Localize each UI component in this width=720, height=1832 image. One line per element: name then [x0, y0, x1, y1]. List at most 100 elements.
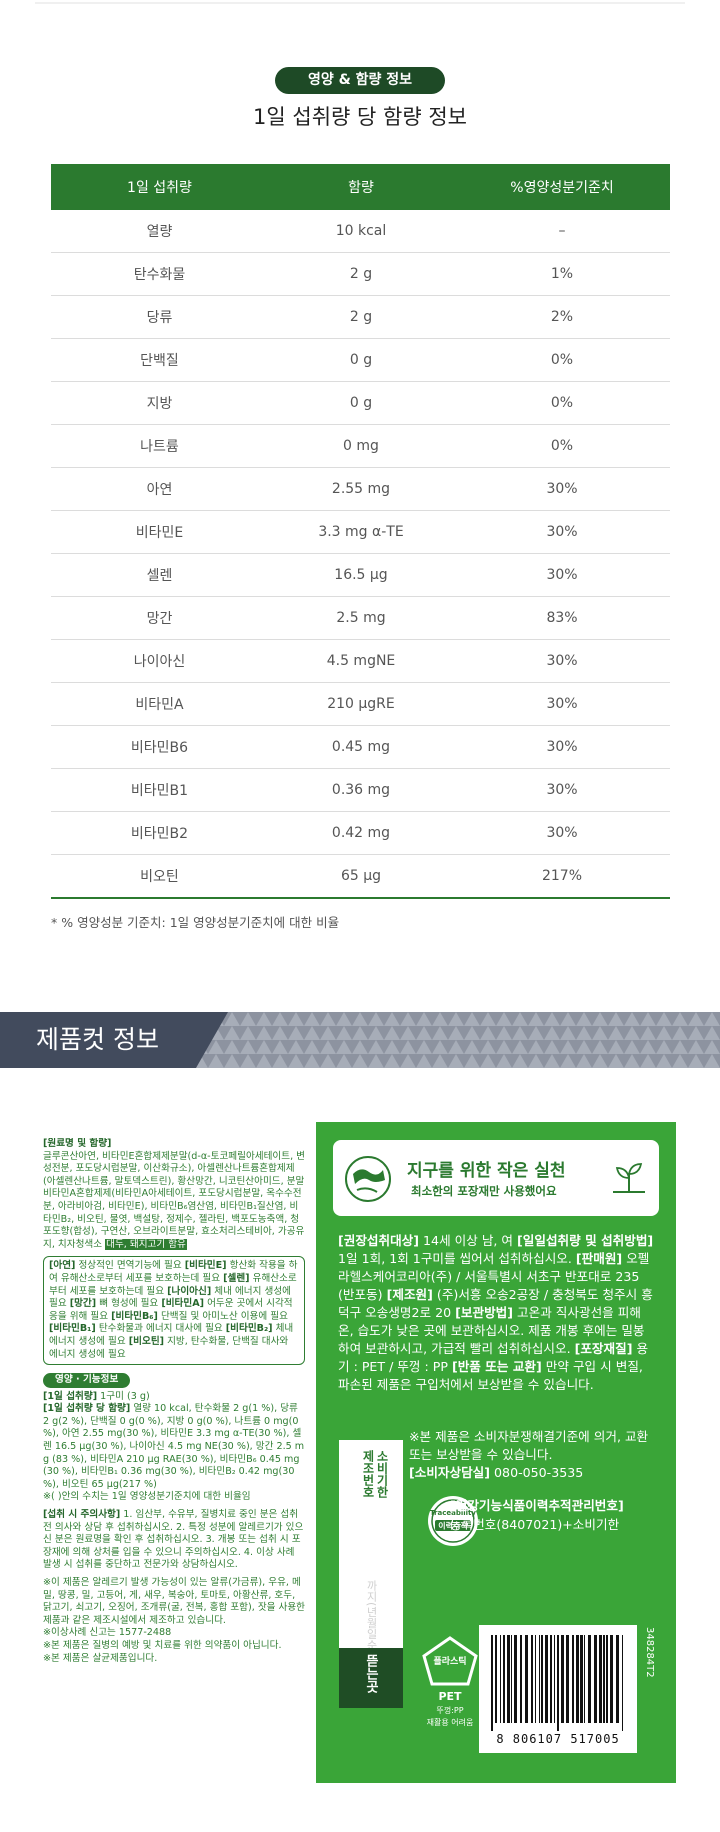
barcode-bar — [545, 1635, 548, 1723]
function-box: [아연] 정상적인 면역기능에 필요 [비타민E] 항산화 작용을 하여 유해산… — [43, 1256, 305, 1366]
barcode-bar — [550, 1635, 552, 1723]
table-cell: 65 μg — [268, 854, 454, 899]
item-head: [비타민B₆] — [111, 1310, 158, 1322]
recycle-label: PET — [438, 1690, 462, 1703]
contact-text: 080-050-3535 — [494, 1465, 584, 1480]
item-head: [비타민A] — [161, 1298, 205, 1310]
barcode-bar — [520, 1635, 522, 1723]
table-cell: 비타민B1 — [51, 768, 268, 812]
barcode-bar — [580, 1635, 583, 1723]
sprout-icon — [613, 1163, 645, 1193]
eco-box: 지구를 위한 작은 실천 최소한의 포장재만 사용했어요 — [333, 1140, 659, 1216]
footnote: * % 영양성분 기준치: 1일 영양성분기준치에 대한 비율 — [51, 915, 340, 930]
table-row: 비타민E 3.3 mg α-TE 30% — [51, 510, 670, 554]
barcode-box: 8 806107 517005 — [479, 1625, 637, 1753]
item-head: [망간] — [69, 1298, 97, 1310]
info-badge: 영양 · 기능정보 — [43, 1373, 131, 1388]
table-cell: 16.5 μg — [268, 553, 454, 597]
top-rule — [35, 2, 685, 4]
item-head: [아연] — [49, 1260, 76, 1272]
table-cell: 망간 — [51, 596, 268, 640]
item-text: 단백질 및 아미노산 이용에 필요 — [160, 1310, 288, 1322]
recycle-label: 플라스틱 — [433, 1655, 466, 1667]
barcode-bar — [588, 1635, 591, 1723]
note: ※본 제품은 살균제품입니다. — [43, 1652, 158, 1664]
item-text: 14세 이상 남, 여 — [423, 1233, 514, 1248]
tear-label: 뜯는곳 — [363, 1654, 378, 1693]
item-head: [보관방법] — [455, 1305, 514, 1320]
eco-subtitle: 최소한의 포장재만 사용했어요 — [411, 1184, 557, 1198]
recycle-label: 재활용 어려움 — [427, 1717, 474, 1727]
item-text: 탄수화물과 에너지 대사에 필요 — [98, 1323, 223, 1335]
table-header: 1일 섭취량 함량 %영양성분기준치 — [51, 164, 670, 210]
table-cell: 2 g — [268, 252, 454, 296]
item-text: 고온과 직사광선을 피해 온, 습도가 낮은 곳에 보관하십시오. 제품 개봉 … — [338, 1305, 645, 1356]
contact: [소비자상담실] 080-050-3535 — [409, 1464, 655, 1482]
note: ※이상사례 신고는 1577-2488 — [43, 1627, 172, 1639]
table-cell: 0 g — [268, 338, 454, 382]
barcode-bar — [491, 1635, 493, 1731]
item-head: [나이아신] — [167, 1285, 212, 1297]
caution-text: 1. 임산부, 수유부, 질병치료 중인 분은 섭취 전 의사와 상담 후 섭취… — [43, 1509, 304, 1571]
item-head: [제조원] — [386, 1287, 433, 1302]
item-text: 1구미 (3 g) — [100, 1390, 150, 1402]
table-cell: – — [454, 210, 670, 253]
table-cell: 30% — [454, 768, 670, 812]
table-cell: 3.3 mg α-TE — [268, 510, 454, 554]
table-row: 지방 0 g 0% — [51, 381, 670, 425]
item-text: 체내 에너지 생성에 필요 — [49, 1323, 294, 1347]
table-cell: 비타민B2 — [51, 811, 268, 855]
barcode-bar — [606, 1635, 608, 1723]
item-head: [1일 섭취량] — [43, 1390, 98, 1402]
table-cell: 비오틴 — [51, 854, 268, 899]
table-cell: 2% — [454, 295, 670, 339]
item-head: [비오틴] — [128, 1335, 165, 1347]
item-text: 열량 10 kcal, 탄수화물 2 g(1 %), 당류 2 g(2 %), … — [43, 1403, 305, 1490]
table-cell: 탄수화물 — [51, 252, 268, 296]
table-row: 비타민B1 0.36 mg 30% — [51, 768, 670, 812]
note: ※본 제품은 소비자분쟁해결기준에 의거, 교환 또는 보상받을 수 있습니다. — [409, 1429, 649, 1462]
table-row: 아연 2.55 mg 30% — [51, 467, 670, 511]
barcode-bar — [541, 1635, 543, 1723]
table-cell: 당류 — [51, 295, 268, 339]
header-cell: 함량 — [268, 164, 454, 210]
banner: 제품컷 정보 — [0, 1012, 720, 1068]
item-text: 어두운 곳에서 시각적응을 위해 필요 — [49, 1298, 293, 1322]
barcode-bar — [554, 1635, 555, 1723]
nutrition-table: 1일 섭취량 함량 %영양성분기준치 열량 10 kcal – 탄수화물 2 g 1% 당류 2 g… — [51, 164, 670, 899]
table-cell: 30% — [454, 553, 670, 597]
barcode-bar — [503, 1635, 505, 1723]
item-text: 오펠라헬스케어코리아(주) / 서울특별시 서초구 반포대로 235 (반포동) — [338, 1251, 650, 1302]
table-row: 비오틴 65 μg 217% — [51, 854, 670, 899]
allergen: 대두, 돼지고기 함유 — [105, 1238, 187, 1250]
table-row: 비타민B2 0.42 mg 30% — [51, 811, 670, 855]
recycle-label: 뚜껑:PP — [436, 1705, 463, 1715]
table-cell: 아연 — [51, 467, 268, 511]
item-head: [비타민E] — [184, 1260, 227, 1272]
barcode-bar — [500, 1635, 501, 1723]
item-text: 1일 1회, 1회 1구미를 씹어서 섭취하십시오. — [338, 1251, 572, 1266]
table-cell: 0% — [454, 424, 670, 468]
item-head: [포장재질] — [574, 1341, 633, 1356]
table-cell: 열량 — [51, 210, 268, 253]
barcode-bar — [514, 1635, 517, 1723]
barcode-bar — [599, 1635, 602, 1723]
table-cell: 2 g — [268, 295, 454, 339]
note: ※본 제품은 질병의 예방 및 치료를 위한 의약품이 아닙니다. — [43, 1639, 282, 1651]
trace-text: 등록번호(8407021)+소비기한 — [450, 1517, 620, 1532]
item-head: [반품 또는 교환] — [451, 1359, 542, 1374]
table-cell: 비타민A — [51, 682, 268, 726]
table-row: 나이아신 4.5 mgNE 30% — [51, 639, 670, 683]
item-head: [일일섭취량 및 섭취방법] — [517, 1233, 654, 1248]
section-title: 1일 섭취량 당 함량 정보 — [253, 105, 467, 129]
info: [1일 섭취량] 1구미 (3 g) [1일 섭취량 당 함량] 열량 10 kc… — [43, 1391, 305, 1504]
item-head: [비타민B₁] — [49, 1323, 96, 1335]
barcode-bar — [535, 1635, 536, 1723]
table-cell: 나트륨 — [51, 424, 268, 468]
table-row: 열량 10 kcal – — [51, 210, 670, 253]
strip-label: 제조번호 — [361, 1450, 375, 1498]
barcode-bar — [561, 1635, 564, 1723]
table-row: 나트륨 0 mg 0% — [51, 424, 670, 468]
